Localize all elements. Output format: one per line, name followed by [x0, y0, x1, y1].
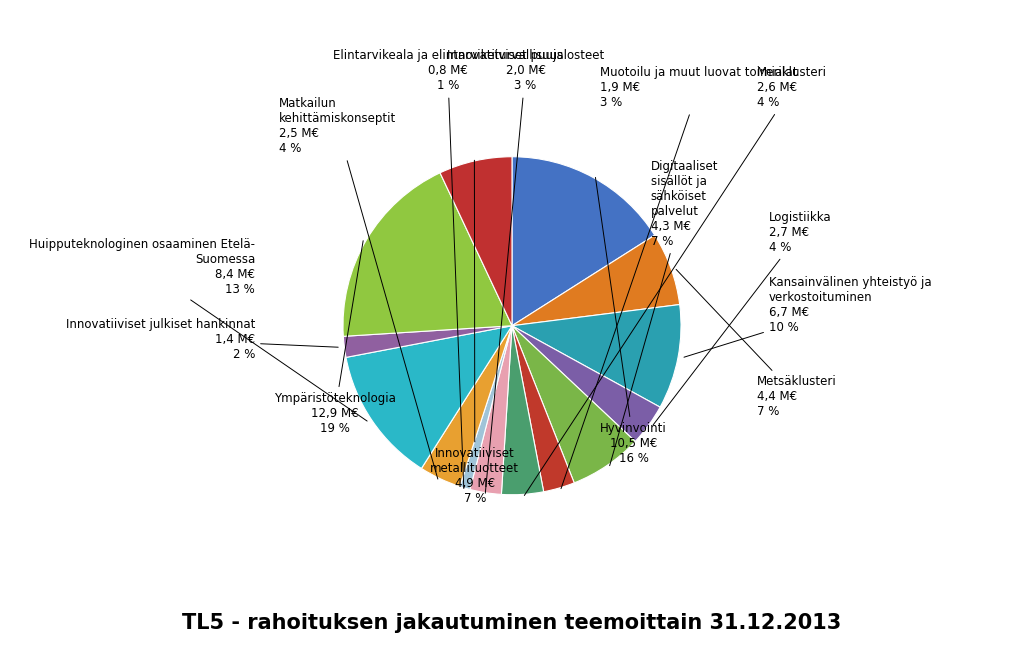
Wedge shape — [512, 326, 660, 441]
Text: Digitaaliset
sisällöt ja
sähköiset
palvelut
4,3 M€
7 %: Digitaaliset sisällöt ja sähköiset palve… — [609, 160, 718, 466]
Wedge shape — [440, 157, 512, 326]
Wedge shape — [512, 157, 654, 326]
Text: Meriklusteri
2,6 M€
4 %: Meriklusteri 2,6 M€ 4 % — [524, 67, 827, 496]
Text: Innovatiiviset julkiset hankinnat
1,4 M€
2 %: Innovatiiviset julkiset hankinnat 1,4 M€… — [66, 318, 338, 360]
Text: Ympäristöteknologia
12,9 M€
19 %: Ympäristöteknologia 12,9 M€ 19 % — [273, 241, 395, 435]
Wedge shape — [512, 326, 635, 483]
Text: Matkailun
kehittämiskonseptit
2,5 M€
4 %: Matkailun kehittämiskonseptit 2,5 M€ 4 % — [279, 97, 438, 479]
Wedge shape — [460, 326, 512, 490]
Text: Kansainvälinen yhteistyö ja
verkostoituminen
6,7 M€
10 %: Kansainvälinen yhteistyö ja verkostoitum… — [684, 276, 932, 357]
Wedge shape — [470, 326, 512, 494]
Text: Elintarvikeala ja elintarviketurvallisuus
0,8 M€
1 %: Elintarvikeala ja elintarviketurvallisuu… — [333, 50, 563, 488]
Wedge shape — [343, 173, 512, 336]
Text: TL5 - rahoituksen jakautuminen teemoittain 31.12.2013: TL5 - rahoituksen jakautuminen teemoitta… — [182, 613, 842, 633]
Text: Metsäklusteri
4,4 M€
7 %: Metsäklusteri 4,4 M€ 7 % — [676, 269, 837, 418]
Wedge shape — [502, 326, 544, 495]
Wedge shape — [346, 326, 512, 468]
Wedge shape — [512, 235, 680, 326]
Wedge shape — [512, 326, 574, 492]
Text: Innovatiiviset
metallituotteet
4,9 M€
7 %: Innovatiiviset metallituotteet 4,9 M€ 7 … — [430, 160, 519, 505]
Wedge shape — [512, 304, 681, 407]
Text: Muotoilu ja muut luovat toimialat
1,9 M€
3 %: Muotoilu ja muut luovat toimialat 1,9 M€… — [561, 67, 798, 488]
Wedge shape — [343, 326, 512, 357]
Text: Logistiikka
2,7 M€
4 %: Logistiikka 2,7 M€ 4 % — [653, 212, 831, 425]
Text: Innovatiiviset puujalosteet
2,0 M€
3 %: Innovatiiviset puujalosteet 2,0 M€ 3 % — [446, 50, 604, 493]
Text: Huipputeknologinen osaaminen Etelä-
Suomessa
8,4 M€
13 %: Huipputeknologinen osaaminen Etelä- Suom… — [29, 238, 368, 421]
Text: Hyvinvointi
10,5 M€
16 %: Hyvinvointi 10,5 M€ 16 % — [595, 178, 667, 465]
Wedge shape — [422, 326, 512, 486]
